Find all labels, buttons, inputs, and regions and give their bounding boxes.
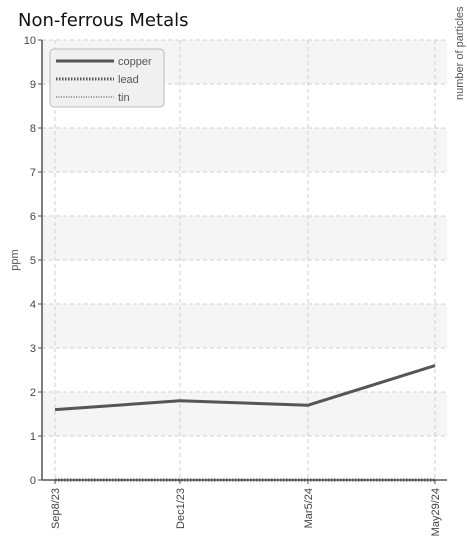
legend-label-copper: copper bbox=[118, 56, 152, 68]
y-tick-label: 1 bbox=[30, 431, 36, 443]
plot-band bbox=[42, 304, 447, 348]
plot-band bbox=[42, 216, 447, 260]
y-tick-labels: 0 1 2 3 4 5 6 7 8 9 10 bbox=[24, 35, 36, 487]
x-tick-label: Mar5/24 bbox=[303, 488, 315, 528]
y-tick-label: 9 bbox=[30, 79, 36, 91]
legend-label-tin: tin bbox=[118, 92, 130, 104]
x-tick-label: May29/24 bbox=[430, 488, 442, 536]
x-tick-labels: Sep8/23 Dec1/23 Mar5/24 May29/24 bbox=[50, 488, 442, 536]
y-tick-label: 3 bbox=[30, 343, 36, 355]
series-line-copper bbox=[54, 364, 436, 412]
y-tick-label: 10 bbox=[24, 35, 36, 47]
y-tick-label: 2 bbox=[30, 387, 36, 399]
y-tick-label: 0 bbox=[30, 475, 36, 487]
y-tick-label: 6 bbox=[30, 211, 36, 223]
legend: copper lead tin bbox=[49, 48, 165, 108]
y-tick-label: 5 bbox=[30, 255, 36, 267]
x-tick-label: Dec1/23 bbox=[175, 488, 187, 529]
y2-axis-label: number of particles bbox=[454, 6, 466, 100]
y-tick-label: 7 bbox=[30, 167, 36, 179]
x-tick-label: Sep8/23 bbox=[50, 488, 62, 529]
y-axis-label: ppm bbox=[9, 249, 21, 270]
gridlines bbox=[42, 39, 447, 480]
plot-band bbox=[42, 392, 447, 436]
y-tick-label: 8 bbox=[30, 123, 36, 135]
legend-label-lead: lead bbox=[118, 74, 139, 86]
axes bbox=[38, 39, 447, 484]
plot-band bbox=[42, 128, 447, 172]
y-tick-label: 4 bbox=[30, 299, 36, 311]
chart-title: Non-ferrous Metals bbox=[18, 10, 188, 31]
